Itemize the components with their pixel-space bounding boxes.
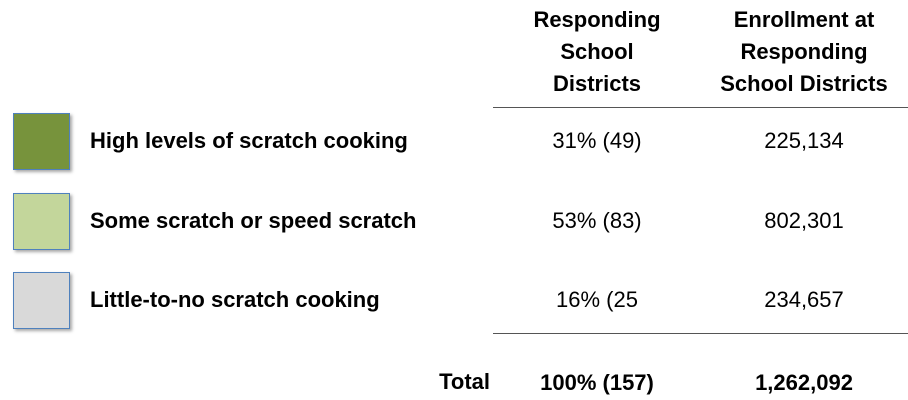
header-line: Districts — [552, 71, 642, 96]
legend-swatch — [13, 193, 70, 250]
column-header: Enrollment at Responding School District… — [700, 4, 908, 100]
header-line: School Districts — [720, 71, 888, 96]
row-label: High levels of scratch cooking — [90, 128, 408, 153]
enrollment-cell: 802,301 — [764, 208, 844, 233]
total-districts: 100% (157) — [540, 370, 654, 395]
legend-swatch — [13, 113, 70, 170]
total-label: Total — [439, 369, 490, 394]
row-label: Some scratch or speed scratch — [90, 208, 417, 233]
total-enrollment: 1,262,092 — [755, 370, 853, 395]
legend-swatch — [13, 272, 70, 329]
districts-cell: 31% (49) — [552, 128, 642, 153]
header-rule — [493, 107, 908, 108]
districts-cell: 53% (83) — [552, 208, 642, 233]
districts-cell: 16% (25 — [556, 287, 638, 312]
header-line: School — [560, 39, 634, 64]
row-label: Little-to-no scratch cooking — [90, 287, 380, 312]
header-line: Enrollment at — [733, 7, 875, 32]
column-header: Responding School Districts — [497, 4, 697, 100]
total-rule — [493, 333, 908, 334]
enrollment-cell: 225,134 — [764, 128, 844, 153]
enrollment-cell: 234,657 — [764, 287, 844, 312]
header-line: Responding — [533, 7, 661, 32]
header-line: Responding — [740, 39, 868, 64]
